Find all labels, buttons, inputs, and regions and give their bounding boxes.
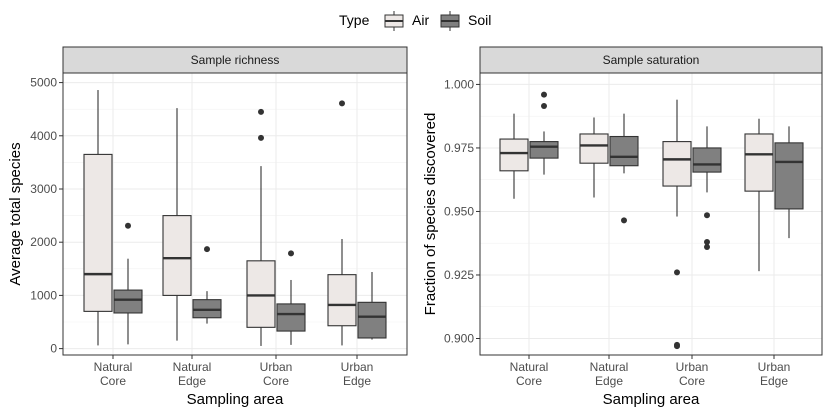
- box-soil: [774, 142, 804, 210]
- panel-border: [62, 72, 408, 356]
- box-air: [162, 215, 192, 296]
- box-soil: [609, 135, 639, 167]
- outlier-point-soil: [125, 222, 131, 229]
- outlier-point-soil: [704, 238, 710, 245]
- legend-label-air: Air: [412, 12, 429, 28]
- panel-sample-saturation: Sample saturation 0.900 0.925 0.950 0.975 1.0…: [422, 46, 823, 408]
- y-tick-label: 5000: [30, 76, 57, 90]
- panel-border: [479, 72, 823, 356]
- box-air: [662, 141, 692, 187]
- box-air: [246, 260, 276, 328]
- x-axis-title: Sampling area: [603, 391, 700, 408]
- box-soil: [276, 303, 306, 332]
- legend-label-soil: Soil: [468, 12, 491, 28]
- x-tick-label: Natural Core: [94, 360, 133, 388]
- x-tick-label: Natural Edge: [590, 360, 629, 388]
- y-tick-label: 3000: [30, 182, 57, 196]
- outlier-point-soil: [704, 212, 710, 219]
- strip-title-sample-richness: Sample richness: [191, 53, 280, 67]
- y-tick-label: 1.000: [444, 77, 474, 91]
- x-tick-label: Urban Edge: [341, 360, 374, 388]
- box-soil: [529, 141, 559, 159]
- y-tick-label: 2000: [30, 235, 57, 249]
- box-soil: [692, 147, 722, 173]
- plot-area-sample-saturation: [480, 73, 822, 355]
- y-tick-label: 4000: [30, 129, 57, 143]
- box-air: [579, 133, 609, 164]
- y-axis-title: Fraction of species discovered: [422, 113, 439, 316]
- x-tick-label: Natural Core: [510, 360, 549, 388]
- outlier-point-soil: [541, 103, 547, 110]
- y-axis-title: Average total species: [7, 142, 24, 285]
- x-tick-label: Natural Edge: [173, 360, 212, 388]
- outlier-point-soil: [541, 91, 547, 98]
- strip-title-sample-saturation: Sample saturation: [603, 53, 700, 67]
- outlier-point-soil: [621, 217, 627, 224]
- strip-sample-saturation: [479, 46, 823, 74]
- y-tick-label: 0.900: [444, 331, 474, 345]
- outlier-point-soil: [704, 244, 710, 251]
- legend: Type Air Soil: [339, 11, 491, 31]
- y-tick-label: 0.975: [444, 141, 474, 155]
- x-tick-label: Urban Core: [676, 360, 709, 388]
- y-tick-label: 0.950: [444, 204, 474, 218]
- y-tick-label: 0.925: [444, 268, 474, 282]
- y-tick-label: 0: [50, 342, 57, 356]
- box-air: [499, 138, 529, 172]
- outlier-point-air: [674, 269, 680, 276]
- legend-item-soil: Soil: [440, 11, 491, 31]
- outlier-point-air: [258, 108, 264, 115]
- x-axis-title: Sampling area: [187, 391, 284, 408]
- panel-sample-richness: Sample richness 0 1000 2000 3000 4000 5000 Natu…: [7, 46, 408, 408]
- y-tick-label: 1000: [30, 288, 57, 302]
- outlier-point-soil: [204, 246, 210, 253]
- legend-item-air: Air: [384, 11, 429, 31]
- box-soil: [113, 289, 143, 314]
- legend-title: Type: [339, 12, 370, 28]
- x-tick-label: Urban Edge: [758, 360, 791, 388]
- x-tick-label: Urban Core: [260, 360, 293, 388]
- outlier-point-soil: [288, 250, 294, 257]
- outlier-point-air: [258, 134, 264, 141]
- outlier-point-air: [339, 100, 345, 107]
- strip-sample-richness: [62, 46, 408, 74]
- box-soil: [357, 301, 387, 339]
- box-air: [744, 133, 774, 192]
- outlier-point-air: [674, 343, 680, 350]
- box-air: [83, 153, 113, 312]
- box-air: [327, 274, 357, 327]
